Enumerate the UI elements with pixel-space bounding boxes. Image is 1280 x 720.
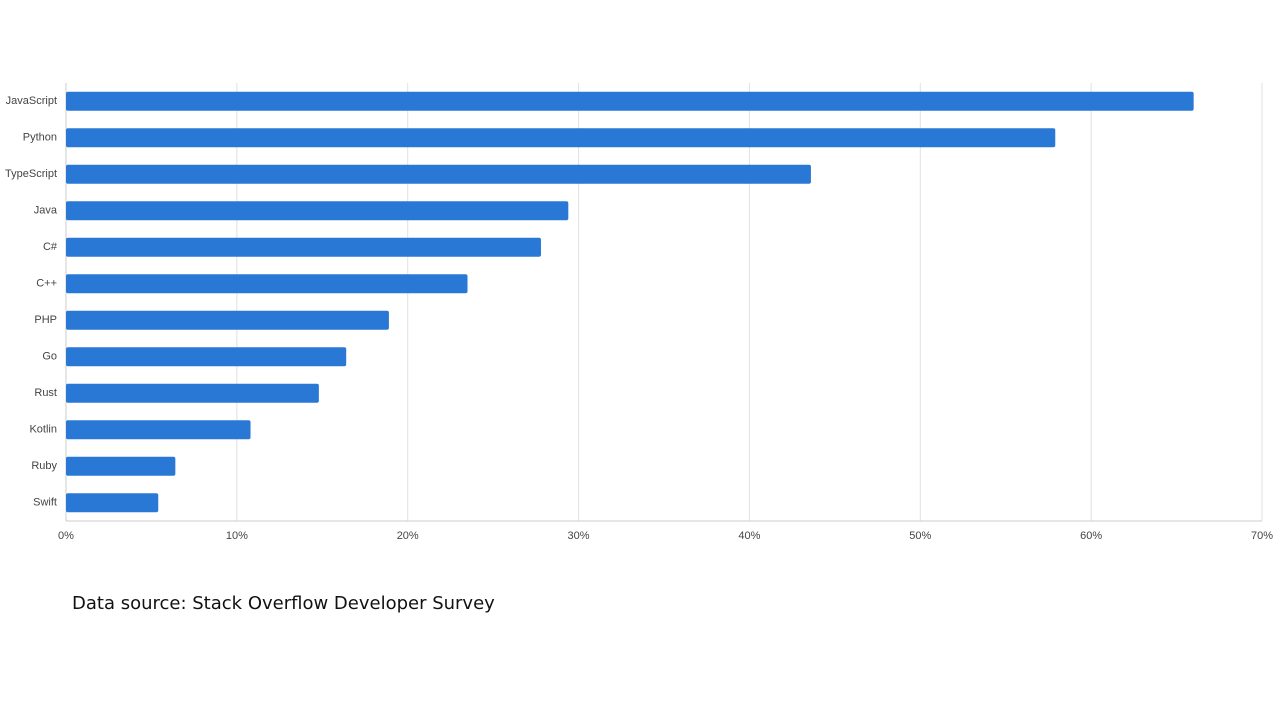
bar [66, 164, 811, 184]
x-tick-label: 70% [1251, 530, 1273, 542]
x-tick-label: 60% [1080, 530, 1102, 542]
bar [66, 456, 176, 476]
y-tick-label: Java [34, 205, 58, 217]
bar [66, 310, 389, 330]
y-tick-label: Ruby [31, 460, 57, 472]
x-tick-label: 50% [909, 530, 931, 542]
y-tick-label: PHP [34, 314, 57, 326]
bar [66, 128, 1056, 148]
y-tick-label: Python [23, 132, 57, 144]
bar [66, 201, 569, 221]
y-tick-label: Rust [34, 387, 57, 399]
caption: Data source: Stack Overflow Developer Su… [72, 593, 495, 614]
y-tick-label: JavaScript [6, 95, 57, 107]
x-tick-label: 20% [397, 530, 419, 542]
x-tick-label: 30% [568, 530, 590, 542]
y-tick-label: Swift [33, 497, 57, 509]
y-tick-label: Kotlin [29, 424, 57, 436]
y-tick-label: TypeScript [5, 168, 57, 180]
y-tick-label: C++ [36, 278, 57, 290]
y-tick-label: Go [42, 351, 57, 363]
bar [66, 493, 159, 513]
x-tick-label: 40% [738, 530, 760, 542]
y-tick-label: C# [43, 241, 58, 253]
bar [66, 91, 1194, 111]
bar [66, 237, 541, 257]
x-tick-label: 0% [58, 530, 74, 542]
bar [66, 274, 468, 294]
bar [66, 347, 347, 367]
x-tick-label: 10% [226, 530, 248, 542]
bar [66, 383, 319, 403]
bar [66, 420, 251, 440]
